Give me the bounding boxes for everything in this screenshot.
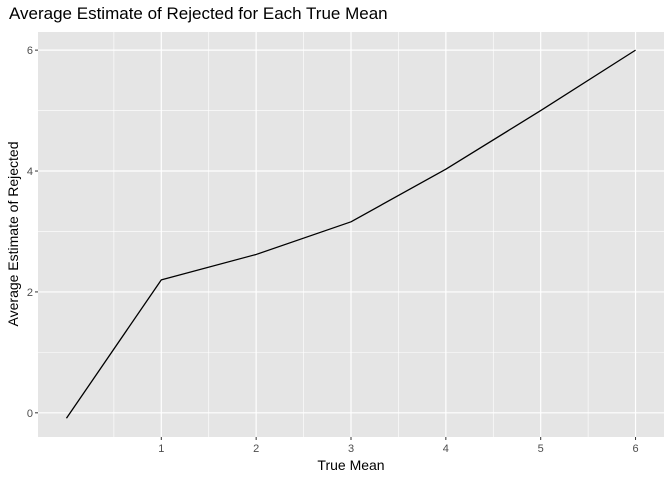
series-layer <box>65 49 636 419</box>
x-tick-label: 6 <box>632 443 638 455</box>
x-tick-label: 2 <box>253 443 259 455</box>
series-line <box>65 49 636 419</box>
x-tick-label: 1 <box>158 443 164 455</box>
y-tick-label: 6 <box>27 45 33 57</box>
x-axis-title: True Mean <box>317 457 384 473</box>
x-axis: 1 2 3 4 5 6 <box>158 437 639 455</box>
y-tick-label: 0 <box>27 408 33 420</box>
x-tick-label: 5 <box>538 443 544 455</box>
x-tick-label: 3 <box>348 443 354 455</box>
y-axis-title: Average Estimate of Rejected <box>5 142 21 327</box>
x-tick-label: 4 <box>443 443 449 455</box>
y-tick-label: 2 <box>27 287 33 299</box>
y-tick-label: 4 <box>27 166 33 178</box>
major-gridlines <box>38 32 664 437</box>
y-axis: 0 2 4 6 <box>27 45 38 420</box>
chart-title: Average Estimate of Rejected for Each Tr… <box>9 4 388 23</box>
